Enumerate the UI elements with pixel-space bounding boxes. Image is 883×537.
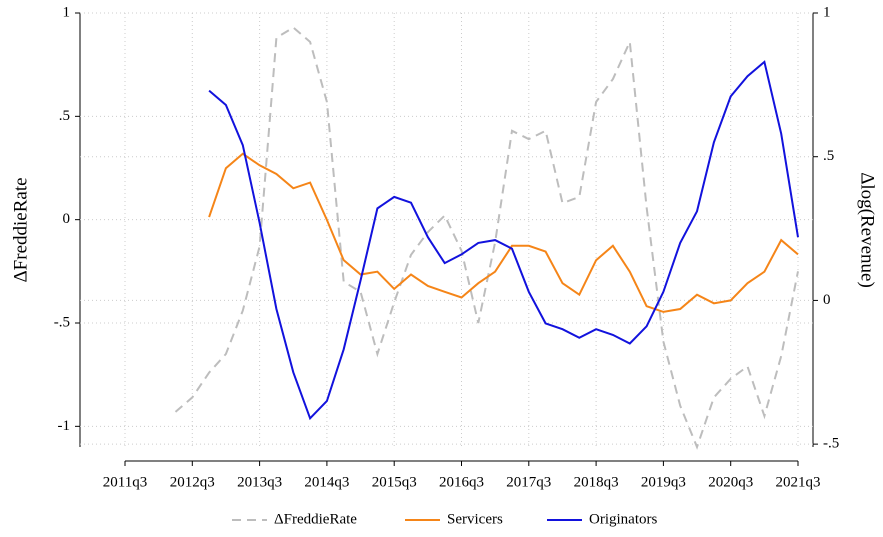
- y-tick-label: -1: [58, 418, 71, 434]
- y-tick-label: -.5: [54, 314, 70, 330]
- x-tick-label: 2012q3: [170, 474, 215, 490]
- series-line: [208, 60, 799, 421]
- y-tick-label: 1: [63, 4, 71, 20]
- x-tick-label: 2019q3: [641, 474, 686, 490]
- series-line: [174, 26, 799, 450]
- legend-label: ΔFreddieRate: [274, 511, 357, 527]
- series-line: [208, 152, 799, 313]
- y2-axis-title: Δlog(Revenue): [857, 172, 878, 288]
- legend-label: Servicers: [447, 511, 503, 527]
- y-tick-label: .5: [59, 108, 70, 124]
- y2-tick-label: -.5: [823, 436, 839, 452]
- x-tick-label: 2016q3: [439, 474, 484, 490]
- x-tick-label: 2014q3: [304, 474, 349, 490]
- y-axis-title: ΔFreddieRate: [10, 177, 31, 282]
- y2-tick-label: 1: [823, 4, 831, 20]
- x-tick-label: 2017q3: [506, 474, 551, 490]
- y2-tick-label: .5: [823, 148, 834, 164]
- x-tick-label: 2021q3: [776, 474, 821, 490]
- x-tick-label: 2018q3: [574, 474, 619, 490]
- x-tick-label: 2011q3: [103, 474, 147, 490]
- x-tick-label: 2015q3: [372, 474, 417, 490]
- y-tick-label: 0: [63, 211, 71, 227]
- legend-label: Originators: [589, 511, 657, 527]
- x-tick-label: 2020q3: [708, 474, 753, 490]
- x-tick-label: 2013q3: [237, 474, 282, 490]
- y2-tick-label: 0: [823, 292, 831, 308]
